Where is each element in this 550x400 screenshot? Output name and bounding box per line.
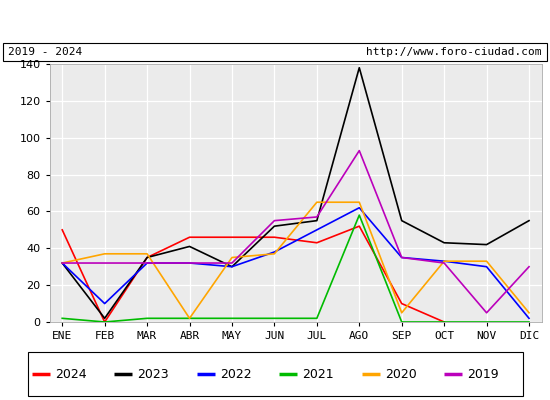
Text: 2022: 2022 [220,368,251,380]
Text: http://www.foro-ciudad.com: http://www.foro-ciudad.com [366,47,542,57]
Text: 2021: 2021 [302,368,334,380]
Text: Evolucion Nº Turistas Extranjeros en el municipio de Cantalpino: Evolucion Nº Turistas Extranjeros en el … [32,14,518,28]
FancyBboxPatch shape [3,43,547,61]
Text: 2020: 2020 [384,368,416,380]
Text: 2024: 2024 [55,368,86,380]
Text: 2019 - 2024: 2019 - 2024 [8,47,82,57]
Text: 2019: 2019 [467,368,499,380]
Text: 2023: 2023 [138,368,169,380]
FancyBboxPatch shape [28,352,522,396]
